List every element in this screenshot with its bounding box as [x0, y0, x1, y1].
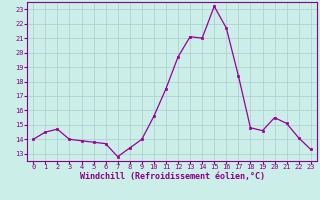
X-axis label: Windchill (Refroidissement éolien,°C): Windchill (Refroidissement éolien,°C) [79, 172, 265, 181]
